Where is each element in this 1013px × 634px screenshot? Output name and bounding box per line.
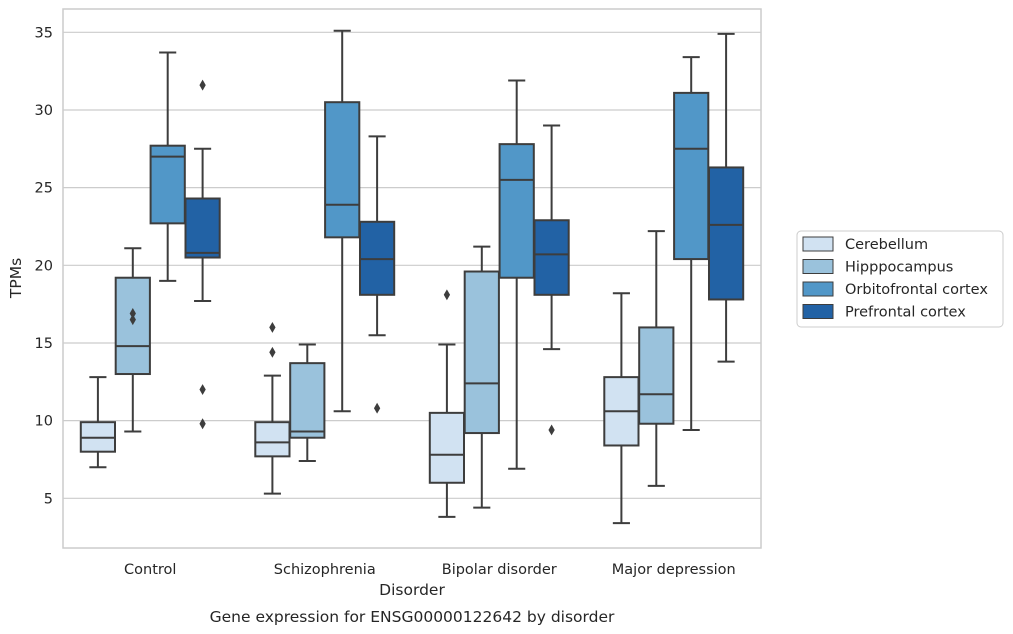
x-axis-label: Disorder	[379, 581, 445, 599]
box-iqr	[254, 421, 291, 458]
outlier-point	[199, 79, 206, 91]
figure-caption: Gene expression for ENSG00000122642 by d…	[210, 608, 615, 626]
box-iqr	[149, 144, 186, 225]
box-iqr	[114, 276, 151, 376]
outlier-point	[199, 384, 206, 396]
legend: Cerebellum Hipppocampus Orbitofrontal cort…	[796, 230, 1004, 328]
box-hipppocampus	[114, 247, 151, 433]
legend-label: Hipppocampus	[845, 260, 953, 276]
box-orbitofrontal-cortex	[498, 79, 535, 470]
box-iqr	[463, 270, 500, 435]
y-tick-label: 15	[35, 336, 53, 352]
legend-swatch	[802, 304, 834, 319]
box-prefrontal-cortex	[533, 124, 570, 436]
legend-label: Orbitofrontal cortex	[845, 282, 988, 298]
x-tick-label: Control	[124, 562, 176, 578]
box-prefrontal-cortex	[358, 135, 396, 414]
outlier-point	[129, 307, 136, 319]
box-hipppocampus	[463, 245, 500, 509]
outlier-point	[269, 346, 276, 358]
box-cerebellum	[428, 289, 466, 518]
box-iqr	[184, 197, 221, 259]
legend-frame	[796, 230, 1004, 328]
box-prefrontal-cortex	[184, 79, 221, 430]
box-iqr	[324, 101, 361, 239]
y-tick-label: 25	[35, 181, 53, 197]
plot-area-frame	[62, 8, 762, 549]
y-tick-label: 5	[44, 491, 53, 507]
y-tick-label: 30	[35, 103, 53, 119]
box-iqr	[428, 411, 466, 484]
box-cerebellum	[603, 292, 640, 525]
legend-swatch	[802, 236, 834, 252]
box-hipppocampus	[638, 230, 675, 487]
box-orbitofrontal-cortex	[324, 29, 361, 413]
outlier-point	[443, 289, 451, 301]
x-tick-label: Schizophrenia	[274, 562, 376, 578]
outlier-point	[548, 424, 555, 436]
box-prefrontal-cortex	[707, 32, 745, 363]
legend-swatch	[802, 281, 834, 297]
box-orbitofrontal-cortex	[673, 56, 710, 431]
box-iqr	[707, 166, 745, 301]
y-tick-label: 10	[35, 414, 53, 430]
box-hipppocampus	[289, 343, 326, 463]
y-tick-labels: 5 10 15 20 25 30 35	[35, 25, 53, 507]
box-cerebellum	[79, 376, 117, 469]
y-axis-label: TPMs	[7, 258, 25, 299]
y-tick-label: 20	[35, 258, 53, 274]
box-cerebellum	[254, 321, 291, 495]
box-layer	[79, 29, 745, 525]
outlier-point	[199, 418, 206, 430]
x-tick-label: Bipolar disorder	[442, 562, 557, 578]
x-tick-labels: Control Schizophrenia Bipolar disorder Majo…	[124, 562, 736, 578]
box-iqr	[533, 219, 570, 296]
outlier-point	[373, 402, 381, 414]
outlier-point	[269, 321, 276, 333]
legend-swatch	[802, 259, 834, 274]
legend-label: Prefrontal cortex	[845, 305, 966, 321]
outlier-point	[129, 314, 136, 326]
box-iqr	[498, 143, 535, 279]
box-iqr	[673, 91, 710, 261]
box-iqr	[289, 362, 326, 439]
box-orbitofrontal-cortex	[149, 51, 186, 282]
y-tick-label: 35	[35, 25, 53, 41]
legend-label: Cerebellum	[845, 237, 928, 253]
box-iqr	[638, 326, 675, 425]
x-tick-label: Major depression	[612, 562, 736, 578]
